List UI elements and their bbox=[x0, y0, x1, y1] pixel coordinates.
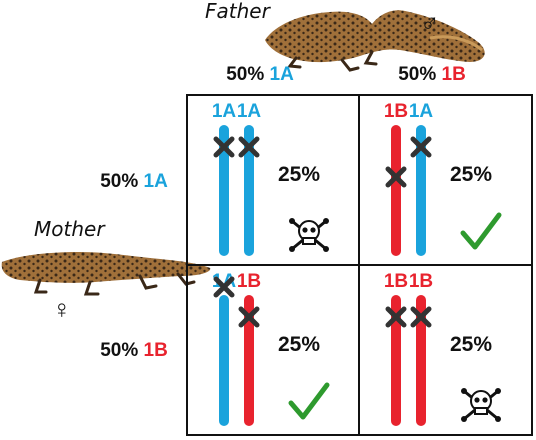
chromosome-allele-label: 1B bbox=[384, 271, 408, 292]
mutation-cross-marker bbox=[238, 136, 260, 158]
mutation-cross-marker bbox=[410, 306, 432, 328]
father-newt-photo bbox=[265, 10, 485, 72]
row-header-mother-1A: 50% 1A bbox=[100, 171, 168, 192]
punnett-grid bbox=[186, 94, 533, 436]
chromosome-allele-label: 1A bbox=[212, 101, 237, 122]
column-header-percent: 50% bbox=[398, 64, 436, 85]
mutation-cross-marker bbox=[238, 306, 260, 328]
mutation-cross-marker bbox=[213, 136, 235, 158]
chromosome-allele-label: 1A bbox=[409, 101, 434, 122]
mutation-cross-marker bbox=[213, 276, 235, 298]
male-symbol: ♂ bbox=[420, 8, 440, 38]
offspring-cell: 1A 1A 25% bbox=[212, 101, 329, 256]
row-header-percent: 50% bbox=[100, 171, 138, 192]
skull-crossbones-icon bbox=[461, 388, 501, 422]
father-label: Father bbox=[205, 0, 272, 23]
row-header-allele: 1B bbox=[144, 340, 168, 361]
mutation-cross-marker bbox=[385, 166, 407, 188]
female-symbol: ♀ bbox=[52, 294, 72, 324]
mutation-cross-marker bbox=[410, 136, 432, 158]
skull-crossbones-icon bbox=[289, 218, 329, 252]
column-header-father-1B: 50% 1B bbox=[398, 64, 466, 85]
mother-newt-photo bbox=[1, 252, 211, 296]
offspring-percent: 25% bbox=[278, 163, 320, 186]
offspring-percent: 25% bbox=[278, 333, 320, 356]
offspring-cell: 1B 1B 25% bbox=[384, 271, 501, 426]
offspring-cell: 1A 1B 25% bbox=[212, 271, 330, 426]
row-header-percent: 50% bbox=[100, 340, 138, 361]
offspring-percent: 25% bbox=[450, 163, 492, 186]
chromosome-allele-label: 1B bbox=[409, 271, 433, 292]
row-header-mother-1B: 50% 1B bbox=[100, 340, 168, 361]
column-header-allele: 1A bbox=[270, 64, 295, 85]
column-header-allele: 1B bbox=[442, 64, 466, 85]
mother-label: Mother bbox=[34, 217, 106, 241]
check-mark-icon bbox=[460, 212, 502, 250]
chromosome-allele-label: 1A bbox=[237, 101, 262, 122]
column-header-father-1A: 50% 1A bbox=[226, 64, 294, 85]
mutation-cross-marker bbox=[385, 306, 407, 328]
chromosome-allele-label: 1A bbox=[212, 271, 237, 292]
check-mark-icon bbox=[288, 382, 330, 420]
row-header-allele: 1A bbox=[144, 171, 169, 192]
column-header-percent: 50% bbox=[226, 64, 264, 85]
chromosome-allele-label: 1B bbox=[237, 271, 261, 292]
offspring-percent: 25% bbox=[450, 333, 492, 356]
offspring-cell: 1B 1A 25% bbox=[384, 101, 502, 256]
chromosome-allele-label: 1B bbox=[384, 101, 408, 122]
